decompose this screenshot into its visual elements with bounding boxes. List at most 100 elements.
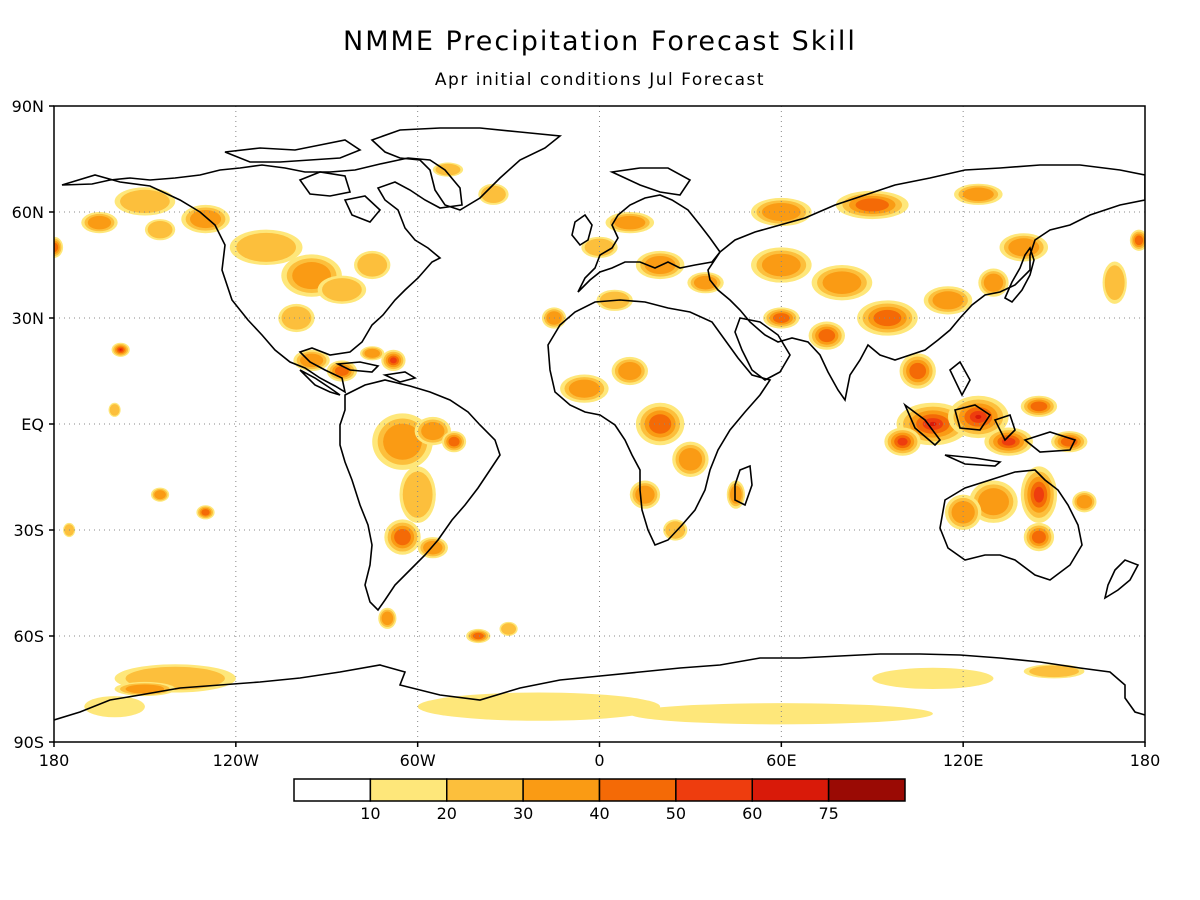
skill-blob — [322, 278, 362, 302]
colorbar-label: 75 — [818, 804, 838, 823]
skill-blob — [1076, 494, 1093, 509]
skill-blob — [190, 210, 222, 229]
colorbar-swatch — [369, 778, 448, 802]
colorbar-label: 50 — [666, 804, 686, 823]
colorbar-swatch — [675, 778, 753, 802]
skill-blob — [983, 273, 1004, 292]
skill-blob — [772, 313, 790, 323]
colorbar-swatch — [598, 778, 677, 802]
skill-blob — [568, 379, 600, 398]
skill-blob — [120, 189, 170, 213]
lat-tick-label: 90N — [12, 97, 44, 116]
coast-arctic-islands — [224, 139, 382, 223]
colorbar: 10 20 30 40 50 60 75 — [293, 778, 906, 823]
skill-blob — [975, 414, 982, 420]
skill-blob — [648, 414, 672, 434]
lat-tick-label: EQ — [21, 415, 44, 434]
colorbar-label: 10 — [360, 804, 380, 823]
skill-blob — [402, 471, 433, 518]
skill-blob — [435, 163, 461, 176]
skill-blob — [977, 488, 1009, 516]
lat-tick-label: 30N — [12, 309, 44, 328]
skill-blob — [629, 703, 933, 725]
lon-tick-label: 120E — [943, 751, 984, 770]
colorbar-swatch — [293, 778, 372, 802]
lat-tick-label: 60S — [13, 627, 44, 646]
skill-blob — [872, 667, 994, 690]
skill-blob — [390, 357, 397, 364]
coast-new-zealand — [1103, 559, 1140, 600]
skill-blob — [423, 540, 443, 555]
skill-blob — [281, 306, 312, 330]
skill-blob — [665, 521, 686, 539]
skill-blob — [421, 422, 445, 441]
colorbar-label: 30 — [513, 804, 533, 823]
colorbar-swatch — [522, 778, 601, 802]
colorbar-label: 40 — [589, 804, 609, 823]
skill-blob — [84, 696, 145, 718]
latitude-labels: 90N 60N 30N EQ 30S 60S 90S — [12, 97, 44, 752]
longitude-labels: 180 120W 60W 0 60E 120E 180 — [39, 751, 1161, 770]
lon-tick-label: 180 — [39, 751, 70, 770]
skill-blob — [951, 501, 975, 524]
skill-blob — [1031, 530, 1046, 544]
lon-tick-label: 0 — [594, 751, 604, 770]
coast-north-america — [61, 157, 463, 394]
skill-blob — [929, 421, 937, 427]
skill-blob — [472, 632, 484, 640]
skill-blob — [119, 349, 122, 351]
skill-blob — [1029, 665, 1079, 678]
skill-blob — [822, 271, 862, 294]
skill-blob — [818, 329, 836, 343]
coastlines — [54, 127, 1145, 721]
skill-blob — [448, 436, 460, 447]
lon-tick-label: 180 — [1130, 751, 1161, 770]
skill-blob — [236, 232, 296, 262]
skill-blob — [147, 220, 173, 239]
skill-blob — [381, 611, 394, 626]
colorbar-swatch — [446, 778, 524, 802]
colorbar-swatch — [827, 778, 906, 802]
skill-blob — [614, 215, 646, 230]
coast-greenland — [370, 127, 563, 211]
skill-blob — [501, 623, 517, 635]
skill-blob — [635, 485, 655, 504]
skill-field — [54, 162, 1145, 725]
skill-blob — [873, 309, 902, 327]
lat-tick-label: 30S — [13, 521, 44, 540]
skill-blob — [1033, 486, 1045, 503]
skill-blob — [201, 509, 210, 516]
skill-blob — [394, 528, 411, 546]
coast-maritime-continent — [903, 360, 1077, 467]
gridlines — [54, 106, 1145, 742]
colorbar-label: 60 — [742, 804, 762, 823]
chart-subtitle: Apr initial conditions Jul Forecast — [434, 70, 766, 90]
chart-title: NMME Precipitation Forecast Skill — [343, 26, 857, 57]
lon-tick-label: 60E — [766, 751, 796, 770]
skill-blob — [909, 362, 927, 380]
skill-blob — [730, 485, 742, 504]
skill-blob — [932, 291, 964, 310]
skill-blob — [1134, 235, 1144, 246]
coast-japan — [1003, 246, 1035, 304]
skill-blob — [357, 253, 388, 277]
coast-madagascar — [734, 464, 753, 507]
skill-blob — [1104, 265, 1125, 301]
coast-caribbean — [299, 361, 418, 396]
skill-blob — [678, 448, 703, 471]
colorbar-swatch — [751, 778, 830, 802]
skill-blob — [364, 348, 380, 358]
skill-blob — [855, 198, 889, 212]
skill-blob — [154, 490, 166, 500]
coast-uk — [571, 213, 593, 247]
lon-tick-label: 120W — [213, 751, 260, 770]
skill-blob — [897, 437, 908, 446]
skill-blob — [109, 404, 120, 416]
skill-blob — [962, 187, 994, 202]
axis-ticks — [49, 105, 1146, 747]
coast-asia — [707, 164, 1145, 402]
coast-south-america — [339, 379, 501, 612]
skill-blob — [383, 423, 422, 460]
colorbar-label: 20 — [437, 804, 457, 823]
